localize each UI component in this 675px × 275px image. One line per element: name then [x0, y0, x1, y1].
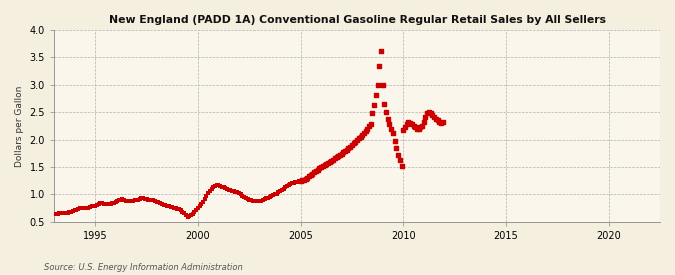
Point: [295, 178, 306, 183]
Point: [340, 149, 350, 153]
Point: [379, 102, 389, 106]
Point: [358, 131, 369, 135]
Point: [352, 138, 362, 142]
Point: [391, 145, 402, 150]
Point: [316, 165, 327, 169]
Point: [336, 151, 347, 156]
Point: [398, 128, 408, 132]
Point: [324, 160, 335, 164]
Point: [413, 126, 424, 131]
Point: [314, 166, 325, 170]
Point: [381, 110, 392, 114]
Point: [329, 156, 340, 161]
Point: [317, 164, 328, 168]
Point: [365, 122, 376, 126]
Point: [377, 82, 388, 87]
Point: [309, 170, 320, 175]
Point: [406, 122, 417, 127]
Point: [425, 111, 436, 116]
Point: [389, 138, 400, 143]
Point: [432, 118, 443, 123]
Point: [369, 103, 379, 107]
Point: [350, 140, 361, 144]
Point: [364, 124, 375, 128]
Point: [383, 117, 394, 121]
Point: [412, 126, 423, 131]
Point: [423, 110, 434, 114]
Point: [305, 173, 316, 177]
Point: [429, 114, 439, 119]
Point: [387, 131, 398, 135]
Point: [437, 120, 448, 124]
Point: [331, 155, 342, 160]
Point: [338, 150, 349, 155]
Point: [333, 154, 344, 158]
Point: [430, 117, 441, 121]
Point: [335, 152, 346, 157]
Point: [323, 161, 333, 165]
Point: [362, 126, 373, 131]
Point: [345, 144, 356, 149]
Point: [418, 120, 429, 124]
Point: [396, 164, 407, 168]
Point: [346, 143, 357, 147]
Point: [384, 122, 395, 127]
Point: [434, 120, 445, 124]
Point: [297, 178, 308, 182]
Point: [376, 49, 387, 53]
Point: [313, 167, 323, 172]
Point: [422, 111, 433, 116]
Point: [357, 133, 368, 137]
Point: [310, 169, 321, 173]
Point: [353, 136, 364, 141]
Point: [321, 161, 331, 166]
Point: [319, 163, 330, 167]
Point: [326, 159, 337, 163]
Point: [342, 147, 352, 152]
Point: [372, 82, 383, 87]
Point: [355, 134, 366, 139]
Point: [408, 124, 419, 128]
Y-axis label: Dollars per Gallon: Dollars per Gallon: [15, 85, 24, 167]
Point: [302, 175, 313, 180]
Point: [343, 146, 354, 150]
Point: [410, 125, 421, 130]
Point: [367, 111, 378, 116]
Point: [415, 125, 426, 130]
Text: Source: U.S. Energy Information Administration: Source: U.S. Energy Information Administ…: [44, 263, 242, 272]
Point: [327, 158, 338, 162]
Title: New England (PADD 1A) Conventional Gasoline Regular Retail Sales by All Sellers: New England (PADD 1A) Conventional Gasol…: [109, 15, 605, 25]
Point: [416, 124, 427, 128]
Point: [304, 174, 315, 178]
Point: [404, 121, 415, 125]
Point: [374, 64, 385, 68]
Point: [394, 158, 405, 163]
Point: [400, 125, 410, 130]
Point: [307, 172, 318, 176]
Point: [402, 122, 412, 127]
Point: [371, 92, 381, 97]
Point: [348, 141, 359, 146]
Point: [435, 121, 446, 125]
Point: [298, 177, 309, 182]
Point: [386, 126, 397, 131]
Point: [427, 113, 438, 117]
Point: [393, 153, 404, 157]
Point: [360, 129, 371, 133]
Point: [300, 177, 311, 181]
Point: [403, 120, 414, 124]
Point: [420, 114, 431, 119]
